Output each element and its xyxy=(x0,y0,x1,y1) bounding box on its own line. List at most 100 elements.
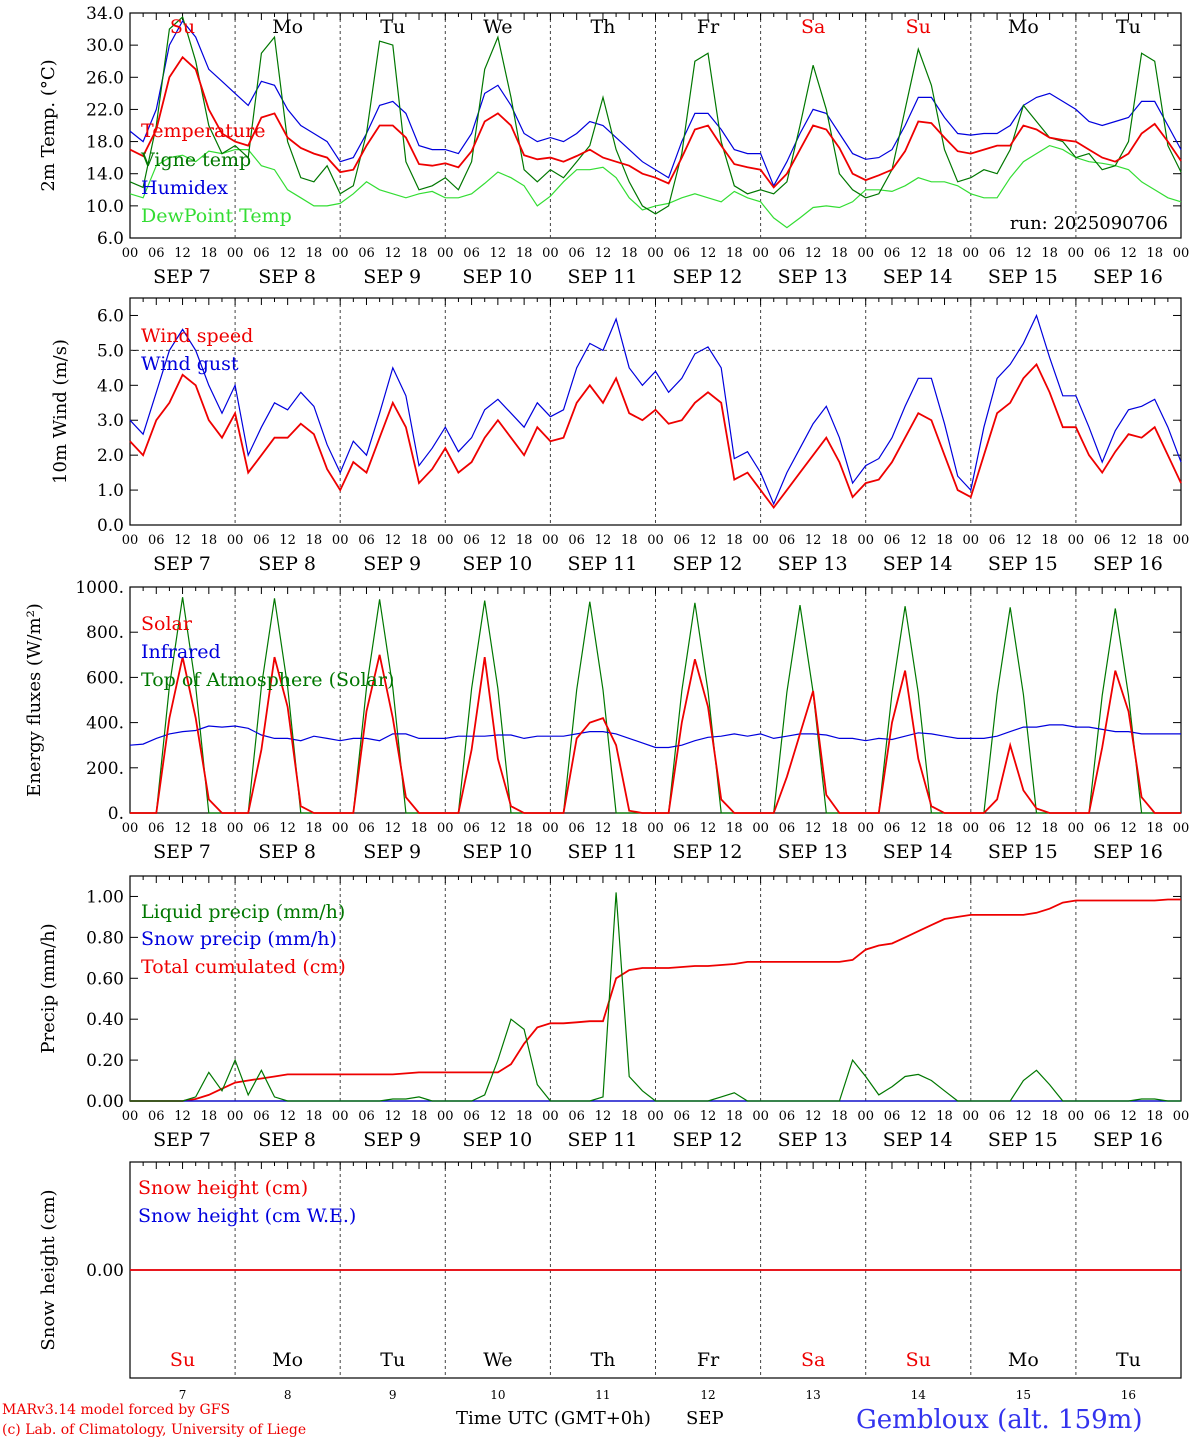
date-label: SEP 14 xyxy=(883,1129,953,1151)
hour-label: 12 xyxy=(384,1109,401,1124)
hour-label: 00 xyxy=(227,246,244,261)
run-annotation: run: 2025090706 xyxy=(1010,213,1168,234)
day-number-label: 7 xyxy=(179,1388,187,1402)
y-tick-label: 14.0 xyxy=(86,165,124,185)
hour-label: 12 xyxy=(1120,1109,1137,1124)
hour-label: 18 xyxy=(516,1109,533,1124)
date-label: SEP 8 xyxy=(258,841,316,863)
hour-label: 00 xyxy=(542,1109,559,1124)
series-line xyxy=(129,55,1182,189)
legend-entry: Total cumulated (cm) xyxy=(141,956,346,978)
hour-label: 06 xyxy=(568,821,585,836)
day-number-label: 15 xyxy=(1016,1388,1031,1402)
hour-label: 12 xyxy=(279,821,296,836)
legend-entry: Solar xyxy=(141,613,193,635)
hour-label: 06 xyxy=(358,821,375,836)
hour-label: 06 xyxy=(358,246,375,261)
hour-label: 18 xyxy=(1041,533,1058,548)
y-tick-label: 4.0 xyxy=(97,376,124,396)
hour-label: 18 xyxy=(411,246,428,261)
y-tick-label: 10.0 xyxy=(86,197,124,217)
hour-label: 18 xyxy=(516,246,533,261)
date-label: SEP 16 xyxy=(1093,841,1163,863)
day-number-label: 14 xyxy=(911,1388,927,1402)
day-name-label: Tu xyxy=(1116,16,1141,38)
y-tick-label: 18.0 xyxy=(86,133,124,153)
hour-label: 18 xyxy=(936,1109,953,1124)
hour-label: 12 xyxy=(384,246,401,261)
date-label: SEP 14 xyxy=(883,266,953,288)
hour-label: 06 xyxy=(989,821,1006,836)
y-tick-label: 6.0 xyxy=(97,229,124,249)
hour-label: 06 xyxy=(779,1109,796,1124)
hour-label: 18 xyxy=(936,246,953,261)
date-label: SEP 15 xyxy=(988,1129,1058,1151)
legend-entry: DewPoint Temp xyxy=(141,205,292,227)
day-name-label: Mo xyxy=(272,1349,303,1371)
legend-entry: Temperature xyxy=(141,120,265,142)
hour-label: 06 xyxy=(884,533,901,548)
hour-label: 18 xyxy=(1041,1109,1058,1124)
day-name-label: Tu xyxy=(380,16,405,38)
hour-label: 18 xyxy=(621,821,638,836)
hour-label: 06 xyxy=(1094,1109,1111,1124)
date-label: SEP 13 xyxy=(778,1129,848,1151)
hour-label: 18 xyxy=(306,533,323,548)
hour-label: 06 xyxy=(779,246,796,261)
panel-2: 0.0 1.0 2.0 3.0 4.0 5.0 6.0 10m Wind (m/s) Wind … xyxy=(50,297,1190,575)
hour-label: 12 xyxy=(279,246,296,261)
y-tick-label: 22.0 xyxy=(86,100,124,120)
y-tick-label: 0.40 xyxy=(86,1010,124,1030)
y-tick-label: 3.0 xyxy=(97,411,124,431)
hour-label: 06 xyxy=(1094,821,1111,836)
legend-entry: Top of Atmosphere (Solar) xyxy=(141,669,394,691)
hour-label: 06 xyxy=(463,533,480,548)
date-label: SEP 10 xyxy=(462,1129,532,1151)
hour-label: 12 xyxy=(279,533,296,548)
hour-label: 18 xyxy=(1146,246,1163,261)
hour-label: 12 xyxy=(595,821,612,836)
series-line xyxy=(130,654,1181,814)
hour-label: 06 xyxy=(358,1109,375,1124)
day-name-label: Mo xyxy=(272,16,303,38)
date-label: SEP 15 xyxy=(988,841,1058,863)
hour-label: 06 xyxy=(568,246,585,261)
hour-label: 00 xyxy=(752,1109,769,1124)
location-label: Gembloux (alt. 159m) xyxy=(856,1405,1142,1435)
y-tick-label: 26.0 xyxy=(86,68,124,88)
date-label: SEP 8 xyxy=(258,1129,316,1151)
hour-label: 00 xyxy=(542,821,559,836)
hour-label: 06 xyxy=(253,533,270,548)
hour-label: 18 xyxy=(1146,1109,1163,1124)
date-label: SEP 10 xyxy=(462,266,532,288)
day-name-label: Tu xyxy=(1116,1349,1141,1371)
hour-label: 06 xyxy=(779,533,796,548)
date-label: SEP 8 xyxy=(258,553,316,575)
date-label: SEP 9 xyxy=(363,266,421,288)
day-number-label: 13 xyxy=(806,1388,821,1402)
date-label: SEP 12 xyxy=(673,553,743,575)
hour-label: 06 xyxy=(148,821,165,836)
hour-label: 06 xyxy=(989,246,1006,261)
hour-label: 00 xyxy=(857,821,874,836)
day-name-label: Su xyxy=(170,1349,195,1371)
day-number-label: 10 xyxy=(490,1388,505,1402)
hour-label: 12 xyxy=(595,533,612,548)
hour-label: 12 xyxy=(700,533,717,548)
y-tick-label: 0.20 xyxy=(86,1051,124,1071)
hour-label: 00 xyxy=(1173,533,1190,548)
hour-label: 12 xyxy=(279,1109,296,1124)
hour-label: 00 xyxy=(857,533,874,548)
hour-label: 00 xyxy=(122,1109,139,1124)
panel-3: 0. 200. 400. 600. 800. 1000. Energy fluxes (W/… xyxy=(24,578,1189,863)
day-name-label: We xyxy=(483,16,512,38)
hour-label: 06 xyxy=(1094,533,1111,548)
hour-label: 06 xyxy=(674,1109,691,1124)
day-name-label: Fr xyxy=(697,16,720,38)
hour-label: 06 xyxy=(674,246,691,261)
y-axis-label: Energy fluxes (W/m²) xyxy=(24,603,45,797)
hour-label: 00 xyxy=(437,533,454,548)
y-tick-label: 0.00 xyxy=(86,1261,124,1281)
series-line xyxy=(130,898,1181,1102)
hour-label: 00 xyxy=(1068,1109,1085,1124)
